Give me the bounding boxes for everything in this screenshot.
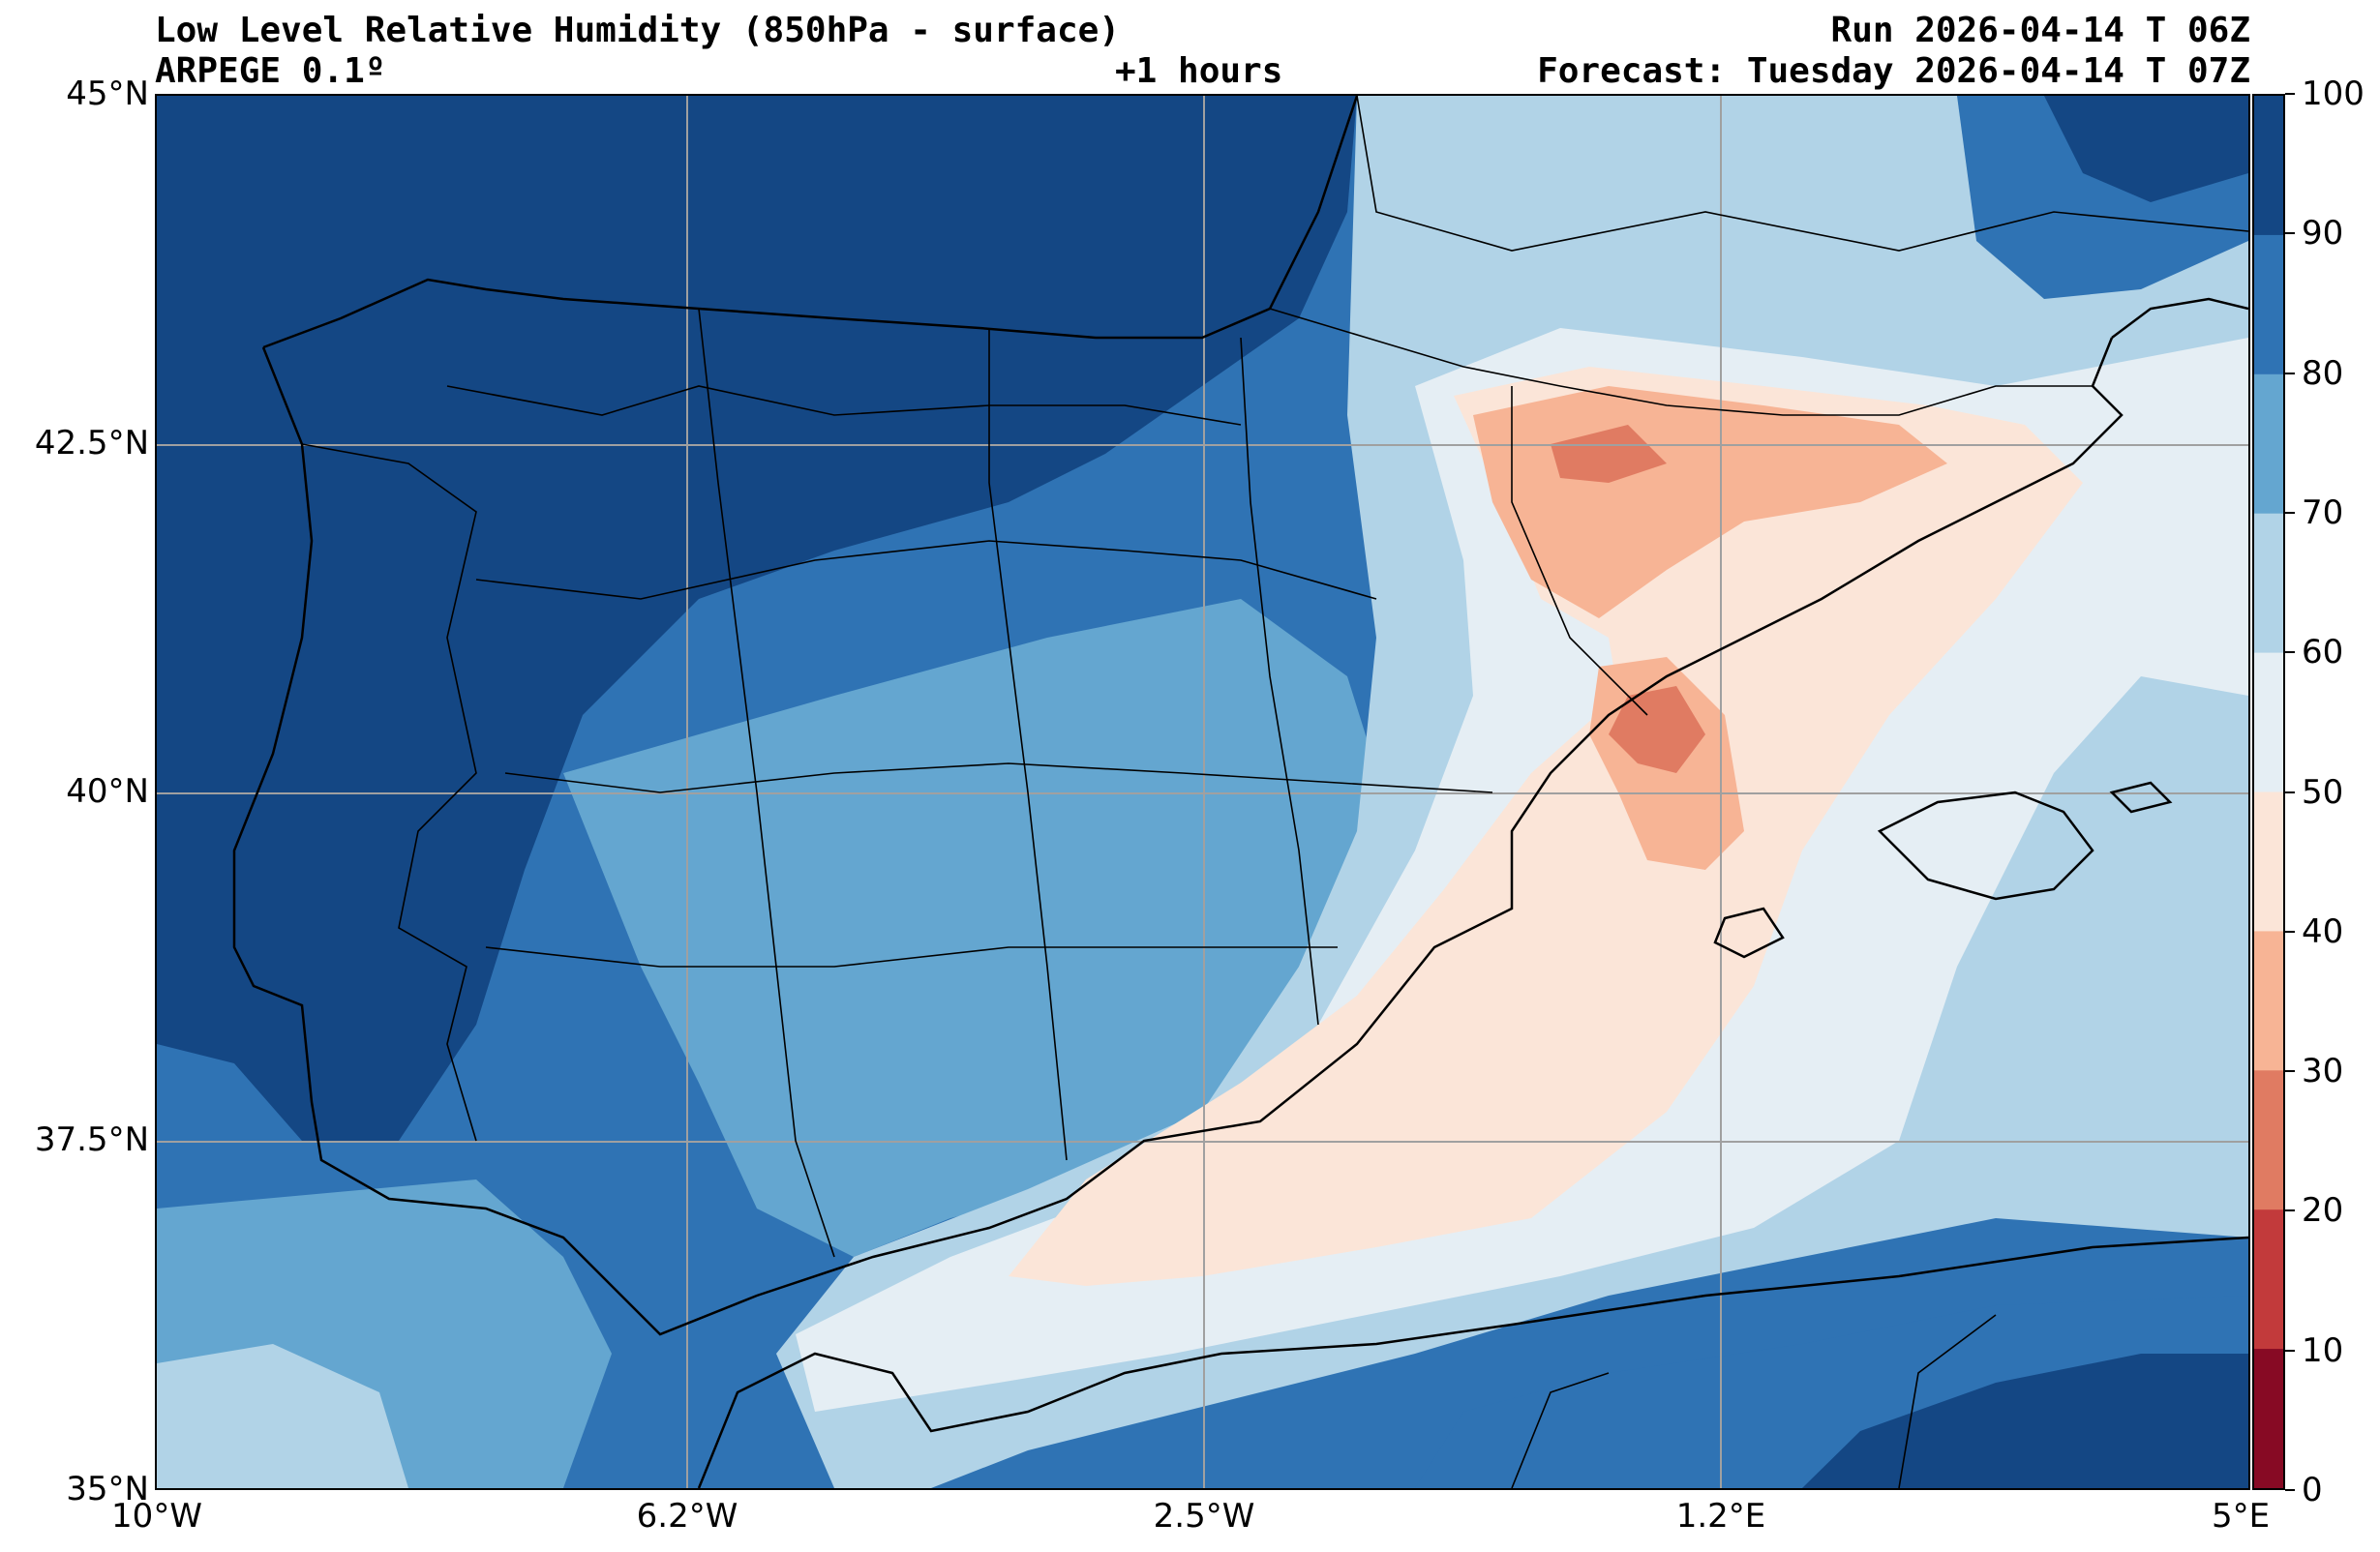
colorbar-segment [2254, 513, 2283, 654]
colorbar-label: 50 [2302, 772, 2344, 812]
colorbar-segment [2254, 1349, 2283, 1488]
lon-tick-1-2e: 1.2°E [1675, 1497, 1766, 1536]
region-border-5 [698, 308, 835, 1258]
field-70-80-central [563, 599, 1396, 1257]
colorbar-label: 20 [2302, 1191, 2344, 1231]
east-south-coast [232, 337, 2124, 1336]
colorbar-label: 40 [2302, 911, 2344, 951]
colorbar [2252, 94, 2285, 1490]
region-border-8 [1511, 386, 1648, 716]
lon-tick-6-2w: 6.2°W [636, 1497, 738, 1536]
borders [301, 96, 2248, 1488]
model-label: ARPEGE 0.1º [155, 51, 386, 91]
africa-coast [697, 1236, 2248, 1488]
colorbar-tick [2285, 1070, 2295, 1073]
africa-border-2 [1898, 1314, 1997, 1488]
region-border-3 [504, 762, 1493, 793]
field-60-70-atlantic [157, 1344, 408, 1488]
colorbar-tick [2285, 1209, 2295, 1212]
region-border-1 [446, 385, 1242, 426]
mallorca [1877, 791, 2094, 901]
lat-tick-42-5n: 42.5°N [34, 424, 149, 463]
field-90-100 [157, 96, 1357, 1141]
humidity-map[interactable] [155, 94, 2250, 1490]
lon-tick-2-5w: 2.5°W [1153, 1497, 1255, 1536]
colorbar-tick [2285, 651, 2295, 654]
colorbar-tick [2285, 1349, 2295, 1352]
colorbar-label: 0 [2302, 1471, 2323, 1509]
ibiza [1713, 907, 1785, 959]
lat-tick-40n: 40°N [66, 772, 149, 811]
france-border [1356, 96, 2248, 252]
menorca [2109, 781, 2173, 814]
colorbar-segment [2254, 1070, 2283, 1210]
region-border-4 [485, 946, 1338, 968]
colorbar-label: 90 [2302, 214, 2344, 254]
field-90-100-africa [1802, 1354, 2248, 1488]
colorbar-tick [2285, 1489, 2295, 1491]
region-border-6 [988, 328, 1068, 1161]
field-20-30-north [1551, 425, 1667, 483]
lon-tick-10w: 10°W [111, 1497, 202, 1536]
lead-time-label: +1 hours [1115, 51, 1283, 91]
field-20-30-east [1609, 686, 1705, 773]
colorbar-label: 10 [2302, 1330, 2344, 1370]
field-40-50 [1009, 367, 2083, 1286]
colorbar-segment [2254, 373, 2283, 515]
colorbar-tick [2285, 93, 2295, 95]
pyrenees-border [1269, 308, 2093, 416]
colorbar-label: 60 [2302, 633, 2344, 672]
lat-tick-45n: 45°N [66, 75, 149, 113]
colorbar-label: 30 [2302, 1052, 2344, 1091]
colorbar-tick [2285, 930, 2295, 933]
portugal-border [301, 443, 477, 1142]
colorbar-segment [2254, 234, 2283, 375]
region-border-2 [475, 540, 1377, 600]
lon-tick-5e: 5°E [2211, 1497, 2271, 1536]
graticule [157, 96, 2248, 1488]
region-border-7 [1240, 337, 1319, 1026]
colorbar-label: 70 [2302, 492, 2344, 532]
field-90-100-ne [2044, 96, 2248, 202]
colorbar-segment [2254, 791, 2283, 932]
africa-border-1 [1511, 1372, 1610, 1488]
colorbar-segment [2254, 96, 2283, 236]
chart-title: Low Level Relative Humidity (850hPa - su… [155, 11, 1120, 50]
colorbar-label: 80 [2302, 353, 2344, 393]
lat-tick-37-5n: 37.5°N [34, 1120, 149, 1159]
run-label: Run 2026-04-14 T 06Z [1830, 11, 2250, 50]
gulf-of-lion-coast [2111, 297, 2248, 339]
colorbar-segment [2254, 1209, 2283, 1350]
forecast-label: Forecast: Tuesday 2026-04-14 T 07Z [1537, 51, 2250, 91]
colorbar-label: 100 [2302, 75, 2365, 113]
colorbar-segment [2254, 931, 2283, 1071]
lat-tick-35n: 35°N [66, 1470, 149, 1508]
colorbar-segment [2254, 652, 2283, 792]
colorbar-tick [2285, 511, 2295, 514]
colorbar-tick [2285, 791, 2295, 793]
colorbar-tick [2285, 372, 2295, 374]
colorbar-tick [2285, 232, 2295, 235]
